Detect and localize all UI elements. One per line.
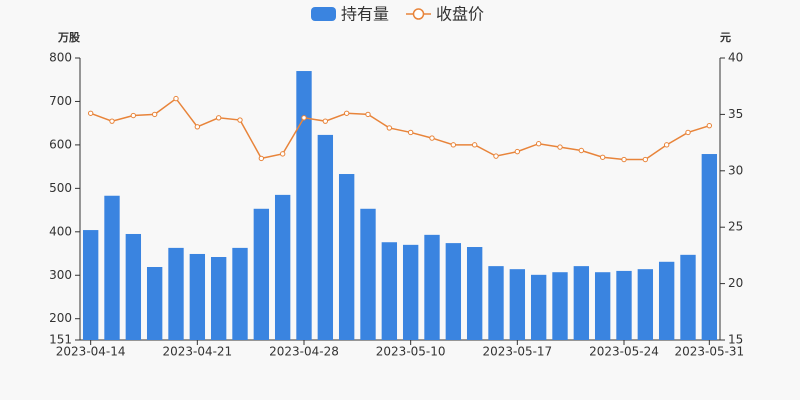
x-tick-label: 2023-05-17 bbox=[482, 345, 552, 359]
bar bbox=[338, 174, 355, 340]
bar bbox=[296, 71, 312, 341]
legend-label: 收盘价 bbox=[436, 5, 484, 24]
price-point bbox=[557, 144, 563, 150]
legend-swatch bbox=[412, 8, 425, 20]
price-point bbox=[407, 129, 414, 136]
x-tick-label: 2023-04-28 bbox=[269, 345, 339, 359]
price-point bbox=[130, 112, 137, 119]
price-point bbox=[450, 142, 457, 148]
bar bbox=[658, 261, 675, 340]
price-point bbox=[301, 115, 307, 121]
x-tick-label: 2023-05-10 bbox=[376, 345, 446, 359]
bar bbox=[232, 247, 248, 340]
price-point bbox=[471, 142, 478, 148]
bar bbox=[637, 269, 654, 340]
y-tick-label: 151 bbox=[49, 333, 72, 347]
bar bbox=[210, 257, 227, 340]
price-point bbox=[663, 142, 670, 148]
price-point bbox=[173, 95, 179, 102]
price-point bbox=[365, 111, 371, 118]
y2-axis-title: 元 bbox=[720, 31, 731, 44]
y2-tick-label: 15 bbox=[728, 333, 743, 347]
price-point bbox=[535, 141, 542, 147]
y2-tick-label: 20 bbox=[728, 276, 743, 290]
price-point bbox=[685, 129, 691, 136]
price-point bbox=[514, 148, 521, 155]
y-tick-label: 700 bbox=[49, 94, 72, 108]
y-tick-label: 300 bbox=[49, 268, 72, 282]
legend-label: 持有量 bbox=[341, 5, 389, 24]
y-tick-label: 400 bbox=[49, 224, 72, 238]
bar bbox=[253, 208, 270, 340]
bar bbox=[573, 266, 590, 340]
bar bbox=[146, 267, 163, 340]
price-point bbox=[87, 110, 94, 116]
y-axis-title: 万股 bbox=[57, 31, 81, 44]
price-point bbox=[279, 151, 286, 157]
bar bbox=[552, 272, 568, 340]
x-tick-label: 2023-05-24 bbox=[589, 345, 659, 359]
bar bbox=[360, 208, 376, 340]
bar bbox=[488, 266, 504, 340]
price-point bbox=[258, 155, 265, 162]
y2-tick-label: 35 bbox=[728, 107, 743, 121]
price-point bbox=[706, 122, 713, 129]
price-point bbox=[599, 154, 606, 160]
bar bbox=[125, 233, 142, 340]
x-tick-label: 2023-04-21 bbox=[162, 345, 232, 359]
price-point bbox=[493, 153, 499, 159]
x-tick-label: 2023-05-31 bbox=[674, 345, 744, 359]
bar bbox=[402, 244, 419, 340]
bar bbox=[680, 254, 696, 340]
price-point bbox=[642, 156, 649, 163]
price-point bbox=[151, 111, 158, 118]
y2-tick-label: 40 bbox=[728, 51, 743, 65]
y2-tick-label: 25 bbox=[728, 220, 743, 234]
bar bbox=[594, 272, 611, 340]
price-point bbox=[343, 110, 350, 116]
bar bbox=[701, 154, 718, 340]
price-point bbox=[429, 135, 435, 141]
y2-tick-label: 30 bbox=[728, 163, 743, 177]
bar bbox=[381, 242, 398, 340]
legend-swatch bbox=[311, 7, 336, 21]
bar bbox=[466, 247, 483, 340]
y-tick-label: 200 bbox=[49, 311, 72, 325]
bar bbox=[445, 243, 462, 340]
bar bbox=[104, 195, 120, 340]
bar bbox=[189, 253, 206, 340]
y-tick-label: 800 bbox=[49, 51, 72, 65]
price-point bbox=[621, 156, 627, 163]
price-point bbox=[215, 115, 222, 121]
price-point bbox=[194, 124, 201, 130]
bar bbox=[530, 274, 547, 340]
y-tick-label: 600 bbox=[49, 137, 72, 151]
bar bbox=[616, 270, 632, 340]
bar bbox=[317, 134, 334, 340]
price-point bbox=[578, 147, 585, 154]
bar bbox=[424, 234, 440, 340]
price-point bbox=[386, 125, 393, 131]
price-point bbox=[109, 118, 115, 124]
price-point bbox=[237, 117, 243, 123]
y-tick-label: 500 bbox=[49, 181, 72, 195]
price-point bbox=[322, 118, 329, 124]
bar bbox=[274, 194, 291, 340]
bar bbox=[509, 269, 526, 340]
x-tick-label: 2023-04-14 bbox=[56, 345, 126, 359]
bar bbox=[82, 230, 99, 340]
bar bbox=[168, 247, 184, 340]
price-line bbox=[90, 97, 710, 161]
